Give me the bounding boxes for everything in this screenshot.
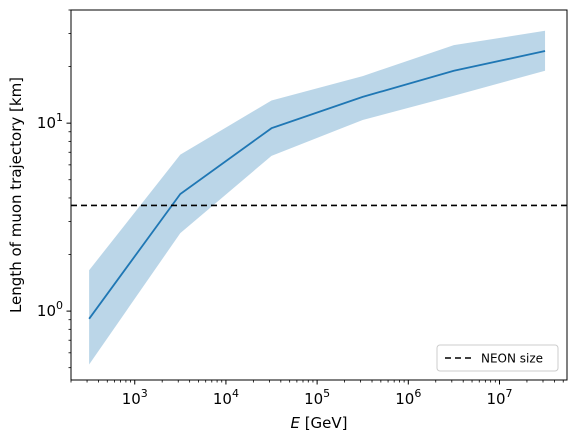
x-tick-label: 103 <box>122 387 148 408</box>
y-tick-label: 101 <box>37 111 63 132</box>
x-axis-label: E [GeV] <box>290 414 347 432</box>
legend: NEON size <box>436 344 559 372</box>
x-tick-label: 104 <box>213 387 239 408</box>
axes-frame <box>70 9 568 381</box>
uncertainty-band <box>89 30 546 365</box>
x-tick-label: 105 <box>304 387 330 408</box>
axes: 103 104 105 106 107 100 101 E [GeV] Length of mu… <box>7 9 568 432</box>
x-tick-label: 106 <box>395 387 421 408</box>
legend-box <box>436 344 559 372</box>
series-line <box>88 50 546 320</box>
x-tick-label: 107 <box>486 387 512 408</box>
y-axis-label: Length of muon trajectory [km] <box>7 77 25 313</box>
y-tick-label: 100 <box>37 299 63 320</box>
plot-area <box>71 30 567 365</box>
legend-label: NEON size <box>481 352 543 366</box>
